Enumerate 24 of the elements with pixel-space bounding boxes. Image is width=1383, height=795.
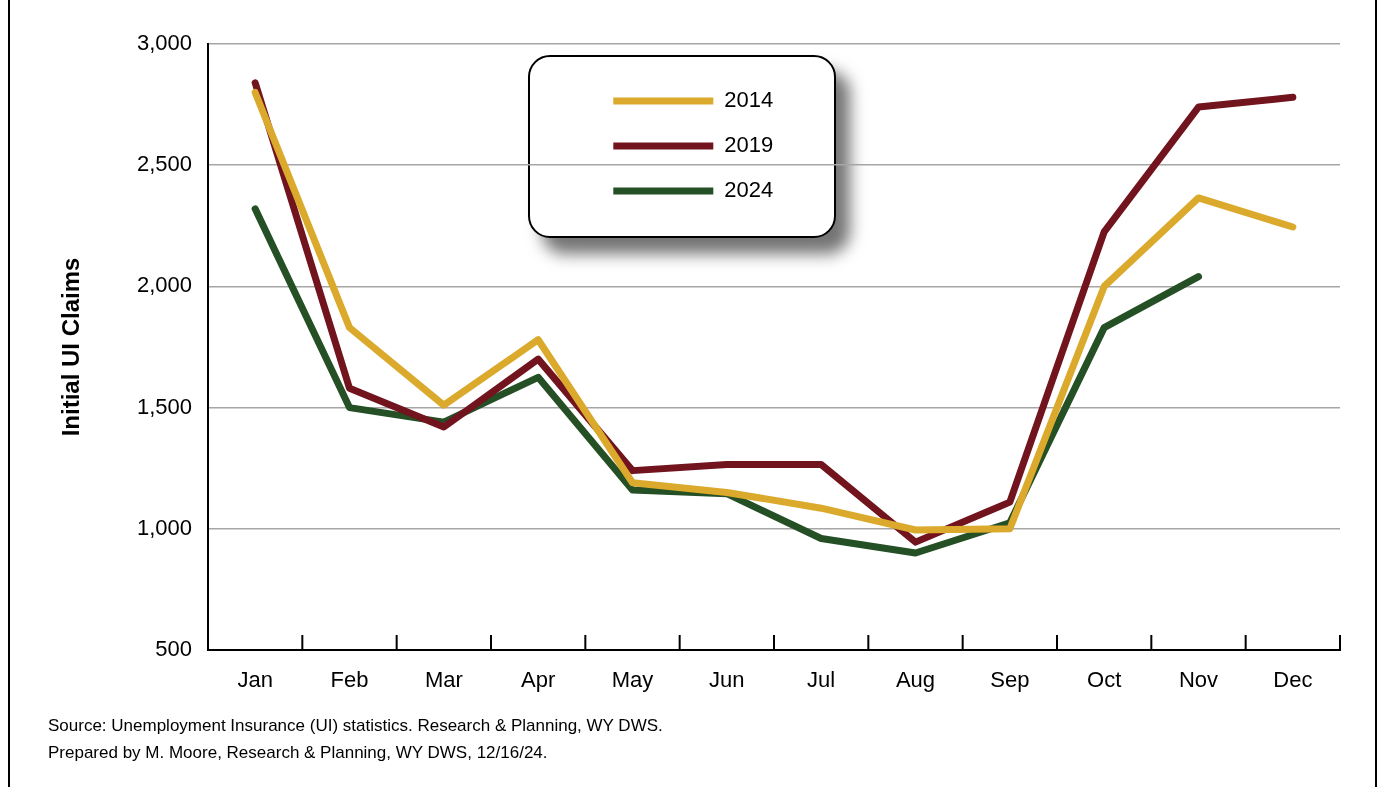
x-tick-label: Jun bbox=[709, 667, 745, 693]
y-axis-title: Initial UI Claims bbox=[57, 257, 85, 437]
y-tick-label: 2,000 bbox=[136, 272, 192, 298]
x-tick-label: Dec bbox=[1273, 667, 1313, 693]
y-tick-label: 1,500 bbox=[136, 393, 192, 419]
x-tick-label: Jul bbox=[807, 667, 836, 693]
legend-label: 2014 bbox=[724, 86, 774, 112]
x-tick-label: Nov bbox=[1178, 667, 1219, 693]
x-tick-label: Oct bbox=[1087, 667, 1122, 693]
y-tick-label: 2,500 bbox=[136, 151, 192, 177]
x-tick-label: Apr bbox=[521, 667, 556, 693]
x-tick-label: May bbox=[611, 667, 654, 693]
source-note: Source: Unemployment Insurance (UI) statistics. Research & Planning, WY DWS. bbox=[48, 715, 663, 737]
legend-label: 2024 bbox=[724, 176, 774, 202]
y-tick-label: 500 bbox=[155, 636, 192, 662]
text: Prepared by M. Moore, Research & Planning, WY DWS, 12/16/24. bbox=[48, 742, 549, 764]
y-tick-label: 3,000 bbox=[136, 30, 192, 56]
x-tick-label: Aug bbox=[895, 667, 936, 693]
legend-label: 2019 bbox=[724, 131, 774, 157]
x-tick-label: Sep bbox=[990, 667, 1030, 693]
y-tick-label: 1,000 bbox=[136, 514, 192, 540]
x-tick-label: Mar bbox=[424, 667, 463, 693]
x-tick-label: Feb bbox=[330, 667, 369, 693]
x-tick-label: Jan bbox=[237, 667, 273, 693]
